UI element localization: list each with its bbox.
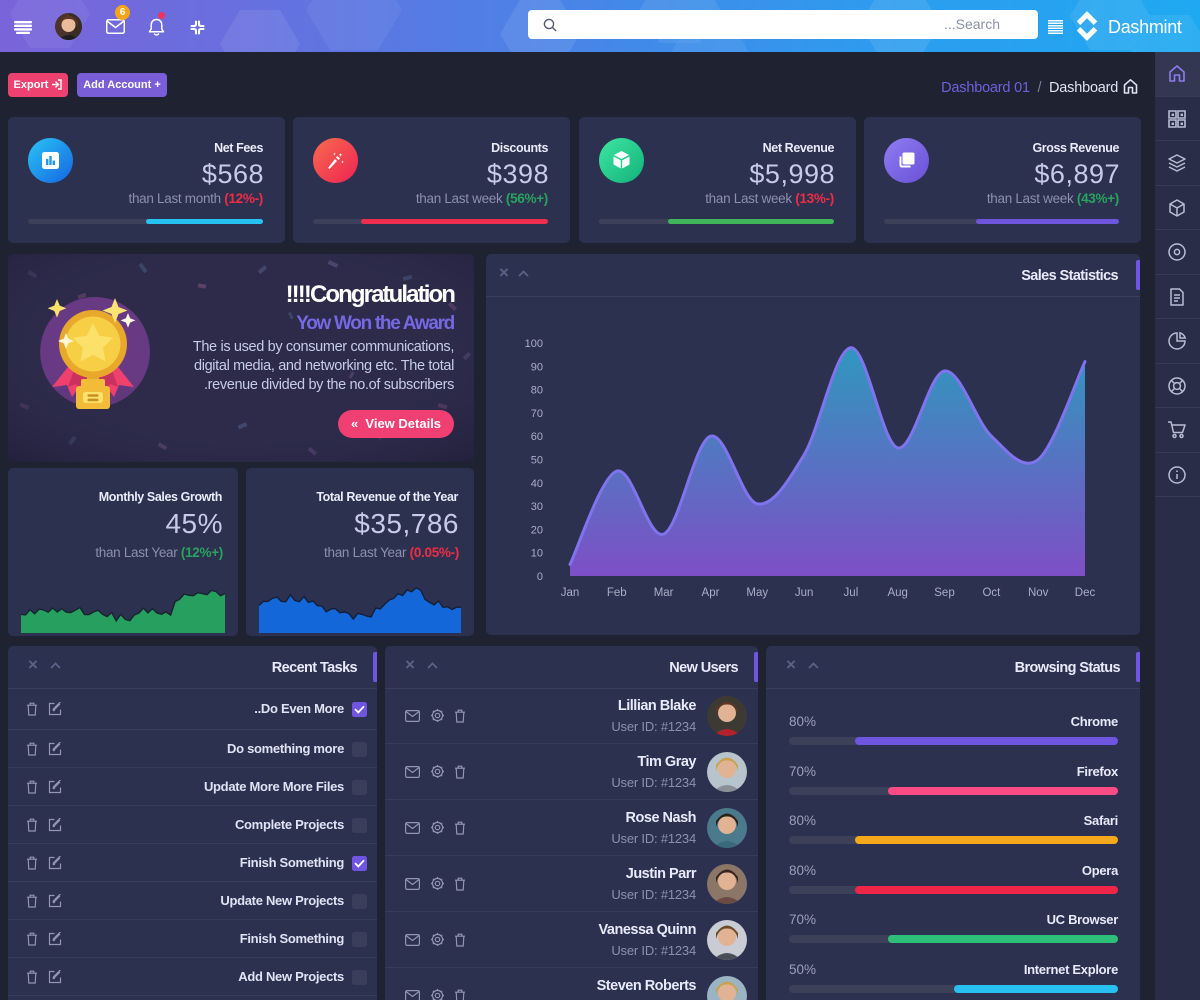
- svg-text:30: 30: [531, 501, 543, 513]
- svg-text:Dec: Dec: [1075, 587, 1096, 599]
- svg-text:Jun: Jun: [795, 587, 814, 599]
- svg-text:20: 20: [531, 524, 543, 536]
- svg-text:Jul: Jul: [844, 587, 859, 599]
- svg-text:50: 50: [531, 455, 543, 467]
- svg-text:Feb: Feb: [607, 587, 627, 599]
- svg-text:Mar: Mar: [654, 587, 674, 599]
- svg-text:Jan: Jan: [561, 587, 580, 599]
- svg-text:May: May: [746, 587, 768, 599]
- svg-text:Sep: Sep: [934, 587, 954, 599]
- svg-text:90: 90: [531, 361, 543, 373]
- svg-text:Oct: Oct: [982, 587, 1001, 599]
- svg-text:Aug: Aug: [887, 587, 907, 599]
- svg-text:40: 40: [531, 478, 543, 490]
- svg-text:80: 80: [531, 385, 543, 397]
- svg-text:70: 70: [531, 408, 543, 420]
- svg-text:Apr: Apr: [702, 587, 720, 599]
- svg-text:100: 100: [525, 338, 543, 350]
- svg-text:10: 10: [531, 548, 543, 560]
- svg-text:0: 0: [537, 571, 543, 583]
- svg-text:60: 60: [531, 431, 543, 443]
- svg-text:Nov: Nov: [1028, 587, 1049, 599]
